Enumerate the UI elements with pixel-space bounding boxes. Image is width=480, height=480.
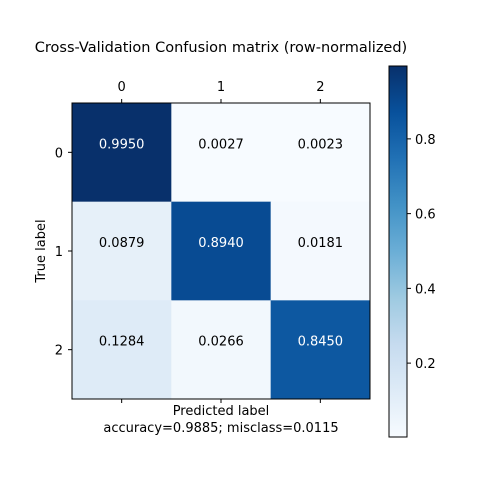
colorbar <box>388 65 408 438</box>
cell-label-1-1: 0.8940 <box>198 236 244 251</box>
heatmap-cell-0-1 <box>171 103 272 203</box>
heatmap-cell-2-0 <box>72 300 172 400</box>
x-axis-label: Predicted label <box>173 404 270 419</box>
heatmap-cell-1-1 <box>171 201 272 301</box>
cell-label-0-2: 0.0023 <box>298 137 344 152</box>
heatmap-cell-1-0 <box>72 201 172 301</box>
colorbar-tick-label-2: 0.6 <box>415 208 436 223</box>
cell-label-2-0: 0.1284 <box>99 335 145 350</box>
heatmap-cell-2-2 <box>270 300 371 400</box>
heatmap-cell-2-1 <box>171 300 272 400</box>
heatmap-cells <box>72 103 371 400</box>
colorbar-tick-label-1: 0.4 <box>415 282 436 297</box>
colorbar-tick-label-0: 0.2 <box>415 357 436 372</box>
cell-label-1-0: 0.0879 <box>99 236 145 251</box>
x-axis-ticks: 0 1 2 <box>118 80 324 403</box>
cell-label-1-2: 0.0181 <box>298 236 344 251</box>
heatmap-cell-0-0 <box>72 103 172 203</box>
y-axis-ticks: 0 1 2 <box>55 146 72 359</box>
x-tick-label-0: 0 <box>118 80 126 95</box>
y-tick-label-0: 0 <box>55 146 63 161</box>
colorbar-tick-label-3: 0.8 <box>415 133 436 148</box>
chart-title: Cross-Validation Confusion matrix (row-n… <box>35 40 407 56</box>
cell-label-0-0: 0.9950 <box>99 137 145 152</box>
heatmap-cell-1-2 <box>270 201 371 301</box>
y-axis-label: True label <box>34 219 49 283</box>
cell-label-2-1: 0.0266 <box>198 335 244 350</box>
y-tick-label-1: 1 <box>55 245 63 260</box>
heatmap-cell-0-2 <box>270 103 371 203</box>
y-tick-label-2: 2 <box>55 344 63 359</box>
cell-label-2-2: 0.8450 <box>298 335 344 350</box>
x-axis-sublabel: accuracy=0.9885; misclass=0.0115 <box>103 421 338 436</box>
x-tick-label-1: 1 <box>217 80 225 95</box>
cell-label-0-1: 0.0027 <box>198 137 244 152</box>
heatmap-cell-labels: 0.9950 0.0027 0.0023 0.0879 0.8940 0.0181 0.12… <box>99 137 343 349</box>
x-tick-label-2: 2 <box>316 80 324 95</box>
colorbar-ticks: 0.2 0.4 0.6 0.8 <box>407 133 436 372</box>
